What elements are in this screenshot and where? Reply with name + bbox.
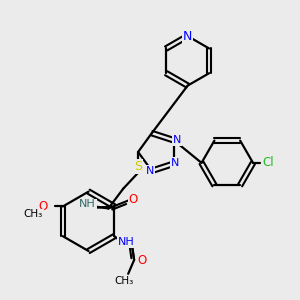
Text: Cl: Cl — [262, 156, 274, 170]
Text: NH: NH — [118, 237, 135, 247]
Text: N: N — [146, 166, 154, 176]
Text: N: N — [173, 135, 181, 145]
Text: O: O — [128, 193, 138, 206]
Text: O: O — [38, 200, 48, 213]
Text: NH: NH — [79, 200, 96, 209]
Text: CH₃: CH₃ — [23, 209, 43, 219]
Text: CH₃: CH₃ — [115, 276, 134, 286]
Text: N: N — [183, 30, 192, 43]
Text: S: S — [134, 160, 142, 173]
Text: N: N — [171, 158, 179, 168]
Text: O: O — [137, 254, 147, 268]
